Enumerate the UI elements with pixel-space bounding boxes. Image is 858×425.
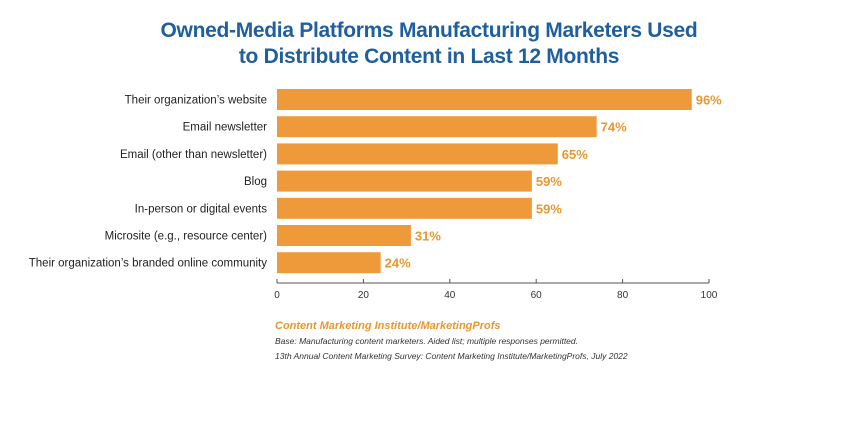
chart-title-line-1: Owned-Media Platforms Manufacturing Mark… <box>160 19 698 42</box>
base-note: Base: Manufacturing content marketers. A… <box>275 336 578 346</box>
bar <box>277 170 532 192</box>
chart-title: Owned-Media Platforms Manufacturing Mark… <box>0 18 858 70</box>
data-label: 74% <box>601 120 627 135</box>
bar <box>277 116 597 138</box>
x-tick-label: 100 <box>701 290 718 301</box>
category-label: Their organization’s website <box>125 95 267 107</box>
bar <box>277 143 558 165</box>
x-tick-label: 20 <box>358 290 370 301</box>
data-label: 65% <box>562 147 588 162</box>
category-label: In-person or digital events <box>135 203 268 215</box>
data-label: 59% <box>536 201 562 216</box>
bar <box>277 197 532 219</box>
category-label: Microsite (e.g., resource center) <box>105 231 268 243</box>
data-label: 31% <box>415 229 441 244</box>
bar <box>277 225 411 246</box>
x-tick-label: 60 <box>531 290 543 301</box>
category-label: Blog <box>244 176 267 188</box>
chart-notes: Content Marketing Institute/MarketingPro… <box>275 318 835 364</box>
data-label: 24% <box>385 256 411 271</box>
data-label: 59% <box>536 174 562 189</box>
category-label: Their organization’s branded online comm… <box>29 258 267 270</box>
category-label: Email newsletter <box>183 122 268 134</box>
source-label: Content Marketing Institute/MarketingPro… <box>275 320 501 332</box>
data-label: 96% <box>696 93 722 108</box>
x-tick-label: 0 <box>274 290 280 301</box>
bar <box>277 89 692 110</box>
chart-title-line-2: to Distribute Content in Last 12 Months <box>238 45 620 68</box>
category-label: Email (other than newsletter) <box>120 149 267 161</box>
x-tick-label: 40 <box>444 290 456 301</box>
x-tick-label: 80 <box>617 290 629 301</box>
survey-note: 13th Annual Content Marketing Survey: Co… <box>275 351 628 361</box>
bar <box>277 252 381 274</box>
